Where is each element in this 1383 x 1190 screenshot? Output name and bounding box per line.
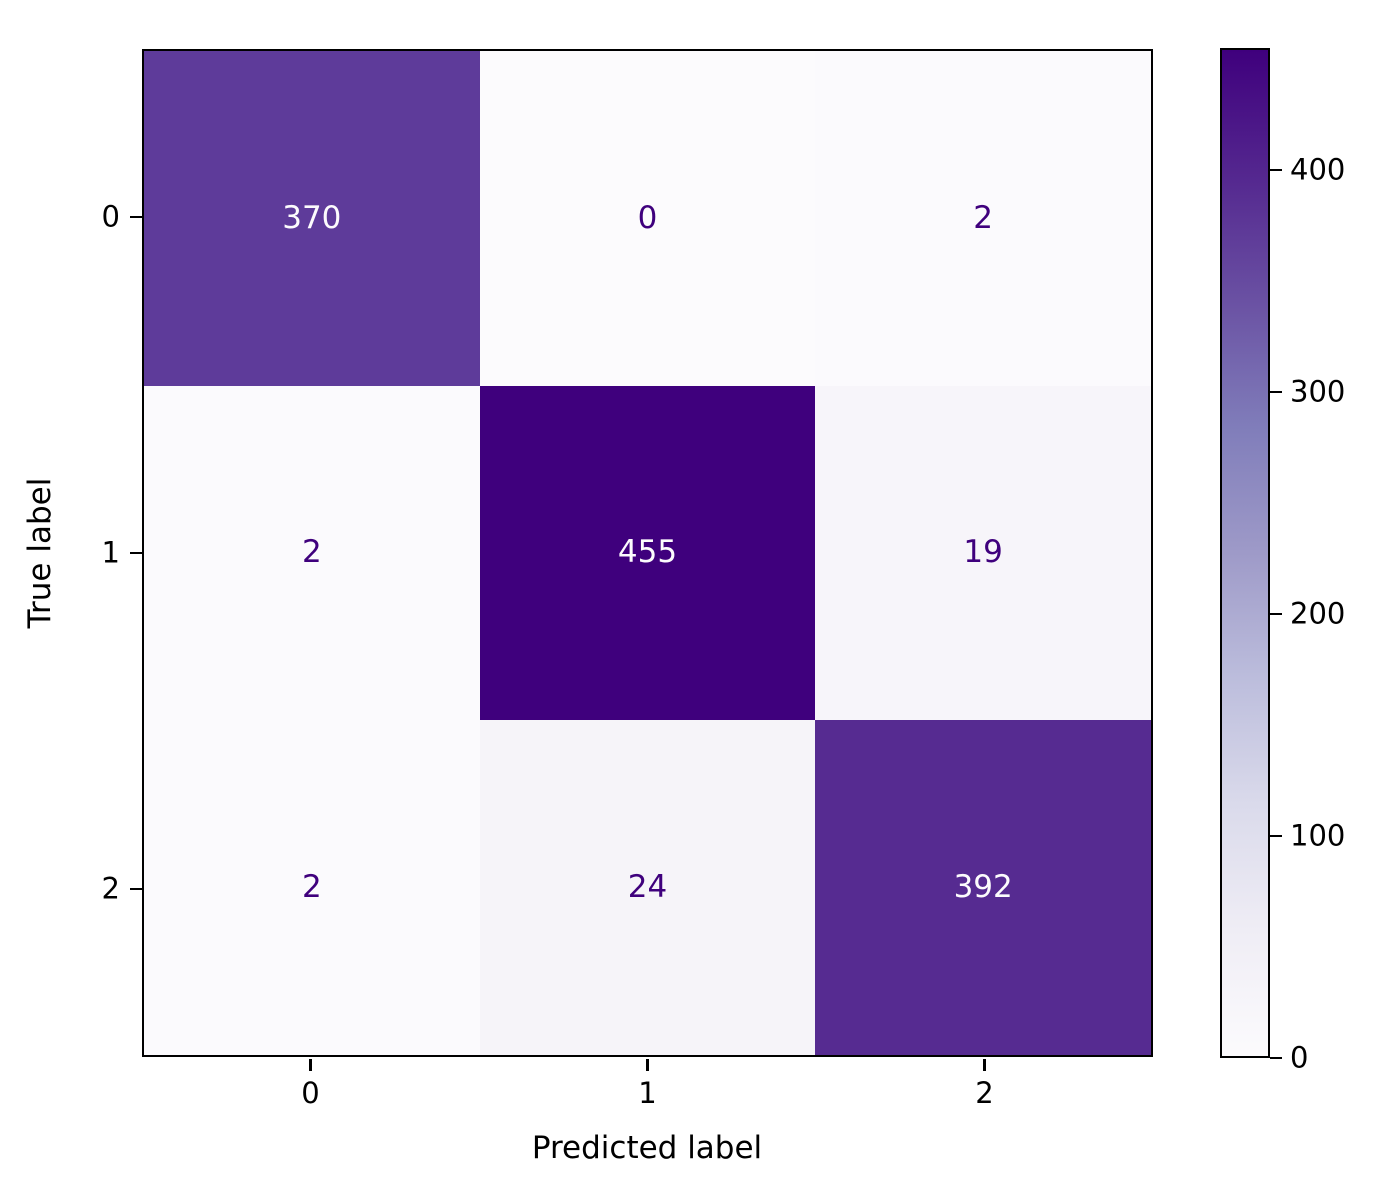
- x-axis-label: Predicted label: [531, 1130, 763, 1166]
- colorbar-tick-label-2: 200: [1290, 596, 1346, 631]
- colorbar-tick-mark-1: [1270, 834, 1282, 838]
- x-tick-mark-1: [646, 1059, 649, 1071]
- matrix-cell-r2-c2: 392: [815, 720, 1151, 1055]
- colorbar-tick-label-3: 300: [1290, 374, 1346, 409]
- colorbar-tick-label-4: 400: [1290, 152, 1346, 187]
- x-tick-label-0: 0: [301, 1076, 320, 1110]
- x-tick-mark-0: [309, 1059, 312, 1071]
- matrix-cell-r1-c0: 2: [144, 385, 480, 721]
- colorbar-tick-mark-0: [1270, 1056, 1282, 1060]
- cell-value: 2: [973, 199, 994, 236]
- colorbar: [1220, 48, 1270, 1058]
- cell-value: 2: [301, 869, 322, 906]
- colorbar-tick-mark-3: [1270, 390, 1282, 394]
- cell-value: 19: [963, 534, 1003, 571]
- cell-value: 392: [953, 869, 1013, 906]
- matrix-cell-r0-c0: 370: [144, 51, 480, 386]
- matrix-cell-r2-c0: 2: [144, 720, 480, 1055]
- y-tick-mark-2: [130, 887, 142, 891]
- y-axis-label: True label: [22, 477, 58, 629]
- heatmap-plot-area: 370 0 2 2 455 19 2 24 392: [142, 49, 1153, 1057]
- x-tick-label-2: 2: [975, 1076, 994, 1110]
- matrix-cell-r2-c1: 24: [479, 720, 816, 1055]
- colorbar-gradient: [1222, 50, 1268, 1056]
- y-tick-mark-0: [130, 215, 142, 219]
- cell-value: 2: [301, 534, 322, 571]
- colorbar-tick-mark-2: [1270, 612, 1282, 616]
- y-tick-mark-1: [130, 551, 142, 555]
- cell-value: 0: [637, 199, 658, 236]
- cell-value: 455: [617, 534, 678, 571]
- y-tick-label-0: 0: [101, 199, 120, 234]
- cell-value: 370: [282, 199, 342, 236]
- colorbar-tick-mark-4: [1270, 168, 1282, 172]
- matrix-cell-r1-c1: 455: [479, 385, 816, 721]
- y-tick-label-2: 2: [101, 871, 120, 906]
- colorbar-tick-label-0: 0: [1290, 1040, 1309, 1075]
- cell-value: 24: [627, 869, 668, 906]
- matrix-cell-r1-c2: 19: [815, 385, 1151, 721]
- x-tick-mark-2: [983, 1059, 986, 1071]
- y-tick-label-1: 1: [101, 535, 120, 570]
- x-tick-label-1: 1: [638, 1076, 657, 1110]
- matrix-cell-r0-c1: 0: [479, 51, 816, 386]
- colorbar-tick-label-1: 100: [1290, 818, 1346, 853]
- matrix-cell-r0-c2: 2: [815, 51, 1151, 386]
